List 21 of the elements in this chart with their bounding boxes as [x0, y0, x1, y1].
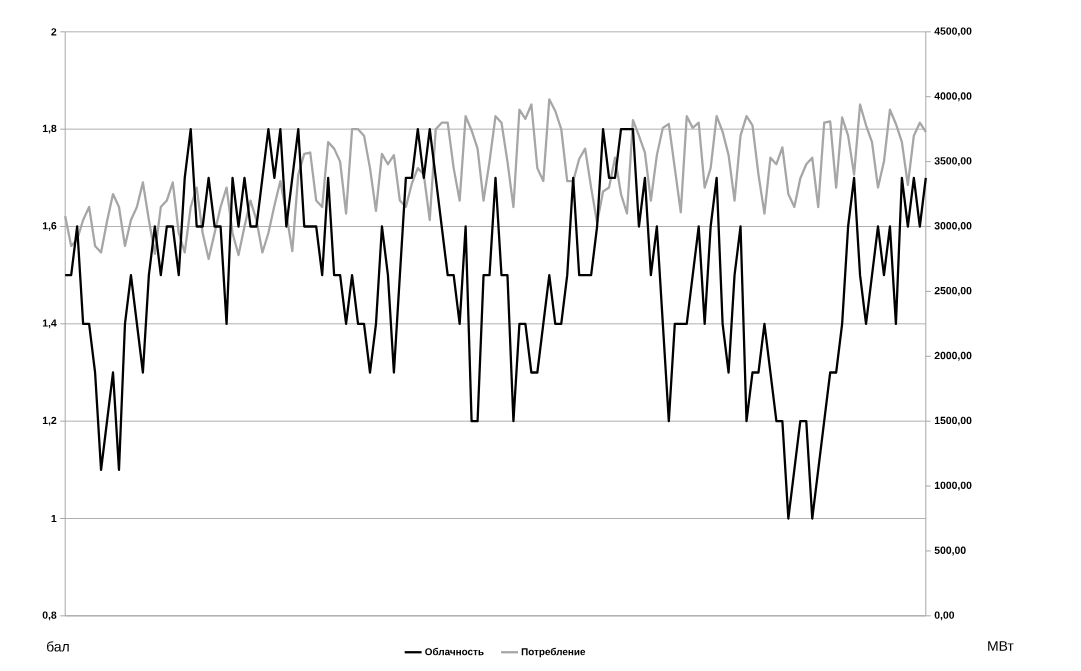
y-tick-label: 1,4	[42, 319, 57, 329]
y-tick-label: 1,8	[42, 124, 57, 134]
y2-tick-label: 1000,00	[934, 481, 972, 491]
y2-tick-label: 500,00	[934, 546, 966, 556]
y2-axis-title: МВт	[988, 641, 1014, 651]
y2-tick-label: 3000,00	[934, 222, 972, 232]
y2-tick-label: 0,00	[934, 611, 955, 621]
y-tick-label: 2	[51, 28, 57, 36]
y2-tick-label: 2000,00	[934, 352, 972, 361]
legend-label: Потребление	[521, 648, 586, 658]
y-tick-label: 0,8	[42, 611, 57, 621]
legend-label: Облачность	[425, 648, 484, 656]
y-tick-label: 1,6	[42, 222, 57, 232]
y2-tick-label: 1500,00	[934, 416, 972, 426]
y-tick-label: 1	[51, 515, 57, 523]
y-axis-title: бал	[47, 641, 69, 652]
y2-tick-label: 2500,00	[934, 287, 972, 297]
y2-tick-label: 4000,00	[934, 92, 972, 102]
y2-tick-label: 3500,00	[934, 157, 972, 167]
y-tick-label: 1,2	[42, 416, 57, 426]
y2-tick-label: 4500,00	[934, 27, 972, 37]
